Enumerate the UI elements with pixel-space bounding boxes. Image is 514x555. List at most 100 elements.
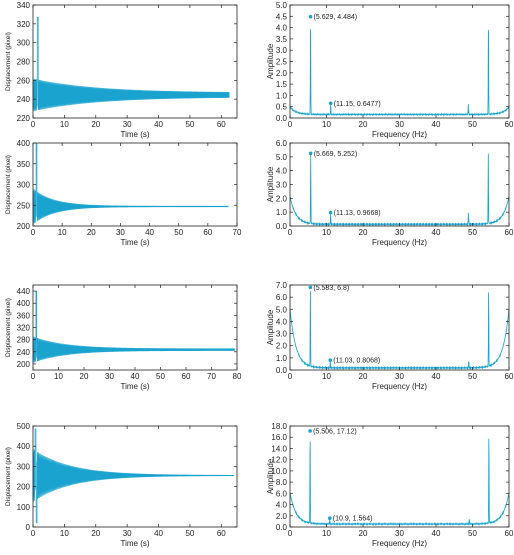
y-tick-label: 440: [17, 287, 31, 296]
y-tick-label: 320: [17, 20, 31, 29]
y-tick-label: 260: [17, 76, 31, 85]
axes-frame: [289, 4, 510, 119]
x-axis-label: Time (s): [120, 382, 149, 391]
signal-line: [32, 290, 235, 363]
chart-panel-fft4: (5.506, 17.12) (10.9, 1.564) 0 10 20 30 40 50 60…: [266, 422, 514, 548]
peak-marker: [308, 151, 313, 156]
x-axis-label: Frequency (Hz): [372, 382, 427, 391]
x-axis-label: Frequency (Hz): [372, 130, 427, 139]
peak-annotation: (10.9, 1.564): [333, 516, 373, 523]
x-tick-label: 50: [468, 120, 477, 129]
x-axis-label: Frequency (Hz): [372, 238, 427, 247]
y-tick-label: 280: [17, 58, 31, 67]
x-tick-label: 70: [207, 372, 216, 381]
chart-panel-fft3: (5.583, 6.8) (11.03, 0.8068) 0 10 20 30 40 50 60…: [266, 281, 514, 391]
y-tick-label: 1.0: [276, 208, 288, 217]
x-tick-label: 10: [60, 120, 69, 129]
y-tick-label: 4.0: [276, 501, 288, 510]
y-tick-label: 300: [17, 39, 31, 48]
x-tick-label: 60: [505, 120, 514, 129]
signal-line: [32, 428, 235, 524]
y-tick-label: 14.0: [271, 444, 287, 453]
spectrum-line: [289, 291, 510, 371]
y-tick-label: 4.5: [276, 12, 288, 21]
y-tick-label: 8.0: [276, 478, 288, 487]
x-tick-label: 20: [87, 228, 96, 237]
chart-panel-disp3: 0 10 20 30 40 50 60 70 80 200 240 280 320 360 400 440 Ti…: [5, 284, 242, 391]
x-tick-label: 0: [31, 120, 36, 129]
x-tick-label: 30: [123, 529, 132, 538]
y-tick-label: 6.0: [276, 489, 288, 498]
axes-frame: [32, 284, 238, 371]
peak-marker: [327, 516, 332, 521]
y-axis-label: Displacement (pixel): [5, 298, 12, 357]
x-tick-label: 40: [145, 228, 154, 237]
y-tick-label: 5.0: [276, 305, 288, 314]
y-tick-label: 16.0: [271, 433, 287, 442]
x-tick-label: 60: [505, 372, 514, 381]
peak-annotation: (11.15, 0.6477): [334, 101, 381, 108]
y-tick-label: 0.0: [276, 366, 288, 375]
spectrum-line: [289, 438, 510, 527]
x-tick-label: 30: [395, 228, 404, 237]
x-tick-label: 30: [116, 228, 125, 237]
chart-panel-fft2: (5.669, 5.252) (11.13, 0.9668) 0 10 20 30 40 50…: [266, 139, 514, 247]
y-axis-label: Amplitude: [266, 166, 275, 202]
x-tick-label: 30: [123, 120, 132, 129]
peak-annotation: (5.583, 6.8): [313, 285, 349, 292]
x-tick-label: 60: [217, 120, 226, 129]
y-tick-label: 10.0: [271, 467, 287, 476]
y-tick-label: 0.0: [276, 222, 288, 231]
x-tick-label: 40: [154, 529, 163, 538]
peak-annotation: (11.13, 0.9668): [334, 210, 381, 217]
y-axis-label: Amplitude: [266, 309, 275, 345]
peak-marker: [328, 210, 333, 215]
x-tick-label: 50: [174, 228, 183, 237]
x-tick-label: 40: [432, 228, 441, 237]
x-tick-label: 10: [322, 372, 331, 381]
axes-frame: [32, 425, 238, 528]
y-tick-label: 360: [17, 311, 31, 320]
x-tick-label: 0: [288, 228, 293, 237]
signal-line: [32, 143, 229, 225]
x-tick-label: 30: [105, 372, 114, 381]
y-tick-label: 240: [17, 95, 31, 104]
y-tick-label: 200: [17, 483, 31, 492]
x-tick-label: 10: [322, 228, 331, 237]
y-tick-label: 4.0: [276, 167, 288, 176]
y-tick-label: 5.0: [276, 1, 288, 10]
x-tick-label: 60: [182, 372, 191, 381]
y-tick-label: 6.0: [276, 139, 288, 148]
y-tick-label: 220: [17, 114, 31, 123]
axes-frame: [289, 425, 510, 528]
y-tick-label: 0: [26, 523, 31, 532]
y-tick-label: 0.0: [276, 114, 288, 123]
y-tick-label: 240: [17, 348, 31, 357]
x-tick-label: 40: [154, 120, 163, 129]
x-tick-label: 20: [91, 120, 100, 129]
x-tick-label: 50: [185, 120, 194, 129]
y-tick-label: 2.0: [276, 69, 288, 78]
x-tick-label: 50: [468, 529, 477, 538]
y-tick-label: 300: [17, 462, 31, 471]
y-tick-label: 3.5: [276, 35, 288, 44]
y-tick-label: 5.0: [276, 153, 288, 162]
x-tick-label: 40: [432, 120, 441, 129]
x-tick-label: 60: [505, 529, 514, 538]
axes-frame: [289, 284, 510, 371]
x-tick-label: 20: [359, 529, 368, 538]
y-tick-label: 400: [17, 442, 31, 451]
x-tick-label: 0: [31, 372, 36, 381]
x-axis-label: Frequency (Hz): [372, 539, 427, 548]
peak-annotation: (5.669, 5.252): [314, 151, 358, 158]
x-tick-label: 10: [322, 120, 331, 129]
peak-annotation: (11.03, 0.8068): [333, 358, 380, 365]
x-tick-label: 50: [468, 372, 477, 381]
y-tick-label: 7.0: [276, 281, 288, 290]
y-tick-label: 0.5: [276, 103, 288, 112]
y-tick-label: 280: [17, 336, 31, 345]
y-tick-label: 400: [17, 139, 31, 148]
x-tick-label: 20: [91, 529, 100, 538]
y-tick-label: 1.5: [276, 80, 288, 89]
